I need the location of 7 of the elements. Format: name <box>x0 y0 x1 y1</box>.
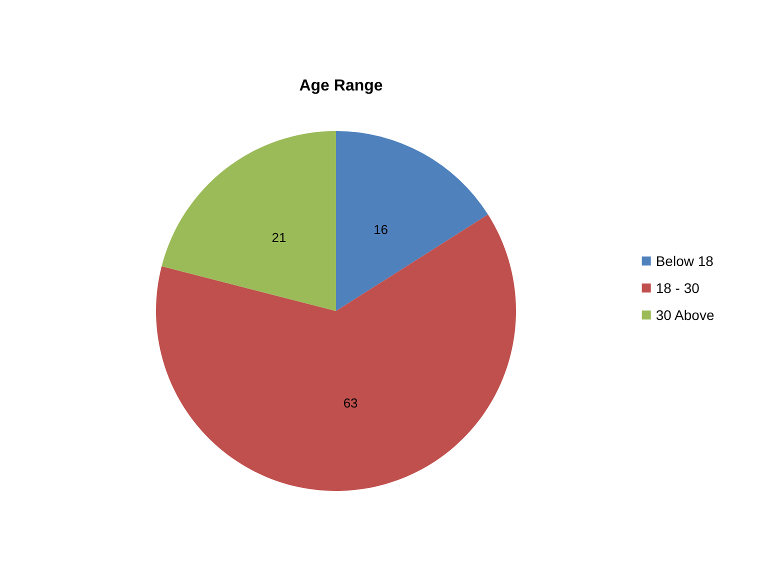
legend-label: 18 - 30 <box>656 280 700 296</box>
data-label: 63 <box>343 395 358 410</box>
legend-label: Below 18 <box>656 253 714 269</box>
legend-label: 30 Above <box>656 307 714 323</box>
data-label: 16 <box>374 222 388 238</box>
data-label: 21 <box>272 230 286 246</box>
chart-title: Age Range <box>299 78 383 94</box>
